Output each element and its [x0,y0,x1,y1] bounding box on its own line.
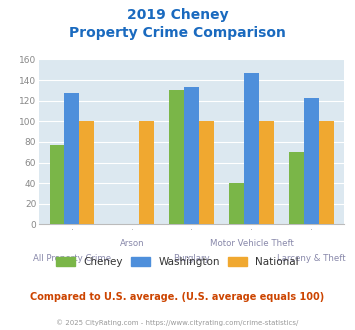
Text: Motor Vehicle Theft: Motor Vehicle Theft [209,239,294,248]
Bar [304,98,319,224]
Bar [289,152,304,224]
Bar [169,90,184,224]
Bar [229,183,244,224]
Legend: Cheney, Washington, National: Cheney, Washington, National [56,257,299,267]
Text: © 2025 CityRating.com - https://www.cityrating.com/crime-statistics/: © 2025 CityRating.com - https://www.city… [56,319,299,326]
Text: All Property Crime: All Property Crime [33,254,111,263]
Text: Property Crime Comparison: Property Crime Comparison [69,26,286,40]
Bar [319,121,334,224]
Bar [199,121,214,224]
Text: 2019 Cheney: 2019 Cheney [127,8,228,22]
Bar [139,121,154,224]
Bar [50,145,65,224]
Bar [184,87,199,224]
Bar [80,121,94,224]
Text: Larceny & Theft: Larceny & Theft [277,254,346,263]
Text: Burglary: Burglary [173,254,210,263]
Text: Compared to U.S. average. (U.S. average equals 100): Compared to U.S. average. (U.S. average … [31,292,324,302]
Bar [259,121,274,224]
Bar [244,73,259,224]
Bar [65,93,80,224]
Text: Arson: Arson [120,239,144,248]
